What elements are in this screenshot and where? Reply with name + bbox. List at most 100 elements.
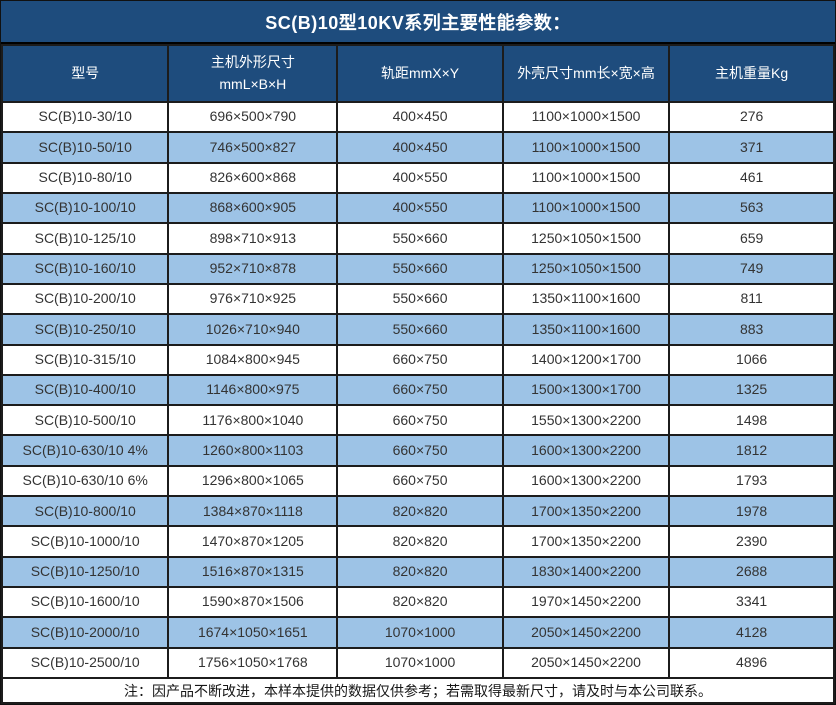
- cell-host-size: 696×500×790: [167, 100, 339, 134]
- cell-rail-gauge: 820×820: [336, 495, 504, 528]
- table-row: SC(B)10-1000/10 1470×870×1205 820×820 1700×…: [0, 525, 835, 558]
- table-row: SC(B)10-630/10 6% 1296×800×1065 660×750 160…: [0, 464, 835, 498]
- table-row: SC(B)10-800/10 1384×870×1118 820×820 1700×1…: [0, 495, 835, 528]
- table-row: SC(B)10-160/10 952×710×878 550×660 1250×105…: [0, 252, 835, 285]
- cell-model: SC(B)10-315/10: [0, 343, 170, 376]
- cell-model: SC(B)10-250/10: [0, 313, 170, 346]
- table-row: SC(B)10-2000/10 1674×1050×1651 1070×1000 20…: [0, 616, 835, 649]
- cell-shell-size: 1250×1050×1500: [501, 252, 671, 285]
- table-row: SC(B)10-200/10 976×710×925 550×660 1350×110…: [0, 282, 835, 316]
- cell-rail-gauge: 400×550: [336, 191, 504, 225]
- col-header-weight: 主机重量Kg: [668, 44, 835, 103]
- cell-model: SC(B)10-1000/10: [0, 525, 170, 558]
- cell-host-size: 976×710×925: [167, 282, 339, 316]
- cell-weight: 3341: [668, 585, 835, 619]
- table-row: SC(B)10-2500/10 1756×1050×1768 1070×1000 20…: [0, 646, 835, 680]
- cell-host-size: 1176×800×1040: [167, 404, 339, 437]
- cell-model: SC(B)10-30/10: [0, 100, 170, 134]
- cell-rail-gauge: 660×750: [336, 434, 504, 467]
- cell-model: SC(B)10-125/10: [0, 222, 170, 255]
- footnote: 注：因产品不断改进，本样本提供的数据仅供参考；若需取得最新尺寸，请及时与本公司联…: [1, 677, 835, 704]
- col-header-rail-gauge: 轨距mmX×Y: [336, 44, 504, 103]
- cell-shell-size: 1700×1350×2200: [501, 525, 671, 558]
- cell-shell-size: 1100×1000×1500: [501, 191, 671, 225]
- cell-rail-gauge: 550×660: [336, 282, 504, 316]
- cell-model: SC(B)10-2000/10: [0, 616, 170, 649]
- cell-rail-gauge: 660×750: [336, 404, 504, 437]
- cell-weight: 2688: [668, 555, 835, 589]
- cell-rail-gauge: 820×820: [336, 555, 504, 589]
- cell-host-size: 1296×800×1065: [167, 464, 339, 498]
- cell-host-size: 1146×800×975: [167, 373, 339, 407]
- cell-shell-size: 1830×1400×2200: [501, 555, 671, 589]
- cell-model: SC(B)10-630/10 4%: [0, 434, 170, 467]
- cell-weight: 2390: [668, 525, 835, 558]
- cell-weight: 811: [668, 282, 835, 316]
- table-row: SC(B)10-400/10 1146×800×975 660×750 1500×13…: [0, 373, 835, 407]
- cell-model: SC(B)10-800/10: [0, 495, 170, 528]
- cell-host-size: 826×600×868: [167, 161, 339, 194]
- cell-model: SC(B)10-50/10: [0, 131, 170, 164]
- col-header-shell-size: 外壳尺寸mm长×宽×高: [501, 44, 671, 103]
- cell-weight: 4896: [668, 646, 835, 680]
- cell-host-size: 1260×800×1103: [167, 434, 339, 467]
- cell-host-size: 868×600×905: [167, 191, 339, 225]
- cell-host-size: 898×710×913: [167, 222, 339, 255]
- table-row: SC(B)10-1600/10 1590×870×1506 820×820 1970×…: [0, 585, 835, 619]
- cell-weight: 1812: [668, 434, 835, 467]
- cell-model: SC(B)10-630/10 6%: [0, 464, 170, 498]
- cell-weight: 563: [668, 191, 835, 225]
- cell-model: SC(B)10-500/10: [0, 404, 170, 437]
- cell-host-size: 1026×710×940: [167, 313, 339, 346]
- cell-shell-size: 1600×1300×2200: [501, 464, 671, 498]
- cell-model: SC(B)10-100/10: [0, 191, 170, 225]
- cell-model: SC(B)10-80/10: [0, 161, 170, 194]
- cell-weight: 1325: [668, 373, 835, 407]
- col-header-model-label: 型号: [71, 64, 100, 81]
- cell-shell-size: 1100×1000×1500: [501, 100, 671, 134]
- cell-shell-size: 1600×1300×2200: [501, 434, 671, 467]
- cell-model: SC(B)10-1250/10: [0, 555, 170, 589]
- cell-rail-gauge: 1070×1000: [336, 616, 504, 649]
- cell-weight: 749: [668, 252, 835, 285]
- cell-weight: 1793: [668, 464, 835, 498]
- cell-model: SC(B)10-200/10: [0, 282, 170, 316]
- col-header-rail-gauge-label: 轨距mmX×Y: [380, 64, 460, 81]
- cell-shell-size: 2050×1450×2200: [501, 646, 671, 680]
- table-row: SC(B)10-125/10 898×710×913 550×660 1250×105…: [0, 222, 835, 255]
- cell-host-size: 1084×800×945: [167, 343, 339, 376]
- cell-rail-gauge: 550×660: [336, 222, 504, 255]
- page-title: SC(B)10型10KV系列主要性能参数：: [1, 1, 835, 44]
- cell-rail-gauge: 400×550: [336, 161, 504, 194]
- cell-shell-size: 1250×1050×1500: [501, 222, 671, 255]
- col-header-shell-size-label: 外壳尺寸mm长×宽×高: [517, 64, 655, 81]
- table-row: SC(B)10-630/10 4% 1260×800×1103 660×750 160…: [0, 434, 835, 467]
- cell-host-size: 1674×1050×1651: [167, 616, 339, 649]
- table-row: SC(B)10-250/10 1026×710×940 550×660 1350×11…: [0, 313, 835, 346]
- cell-model: SC(B)10-1600/10: [0, 585, 170, 619]
- cell-weight: 883: [668, 313, 835, 346]
- cell-host-size: 952×710×878: [167, 252, 339, 285]
- cell-shell-size: 1100×1000×1500: [501, 131, 671, 164]
- cell-rail-gauge: 400×450: [336, 131, 504, 164]
- col-header-host-dimensions: 主机外形尺寸 mmL×B×H: [167, 44, 339, 103]
- cell-host-size: 1590×870×1506: [167, 585, 339, 619]
- cell-weight: 1978: [668, 495, 835, 528]
- cell-host-size: 1756×1050×1768: [167, 646, 339, 680]
- cell-rail-gauge: 400×450: [336, 100, 504, 134]
- cell-weight: 371: [668, 131, 835, 164]
- cell-shell-size: 1700×1350×2200: [501, 495, 671, 528]
- header-row: 型号 主机外形尺寸 mmL×B×H 轨距mmX×Y 外壳尺寸mm长×宽×高 主机…: [0, 44, 835, 103]
- col-header-weight-label: 主机重量Kg: [715, 64, 789, 81]
- cell-host-size: 1516×870×1315: [167, 555, 339, 589]
- cell-shell-size: 1400×1200×1700: [501, 343, 671, 376]
- spec-table: 型号 主机外形尺寸 mmL×B×H 轨距mmX×Y 外壳尺寸mm长×宽×高 主机…: [0, 44, 835, 704]
- cell-model: SC(B)10-2500/10: [0, 646, 170, 680]
- cell-weight: 1066: [668, 343, 835, 376]
- cell-rail-gauge: 660×750: [336, 373, 504, 407]
- cell-weight: 276: [668, 100, 835, 134]
- cell-rail-gauge: 820×820: [336, 585, 504, 619]
- cell-rail-gauge: 660×750: [336, 464, 504, 498]
- cell-model: SC(B)10-400/10: [0, 373, 170, 407]
